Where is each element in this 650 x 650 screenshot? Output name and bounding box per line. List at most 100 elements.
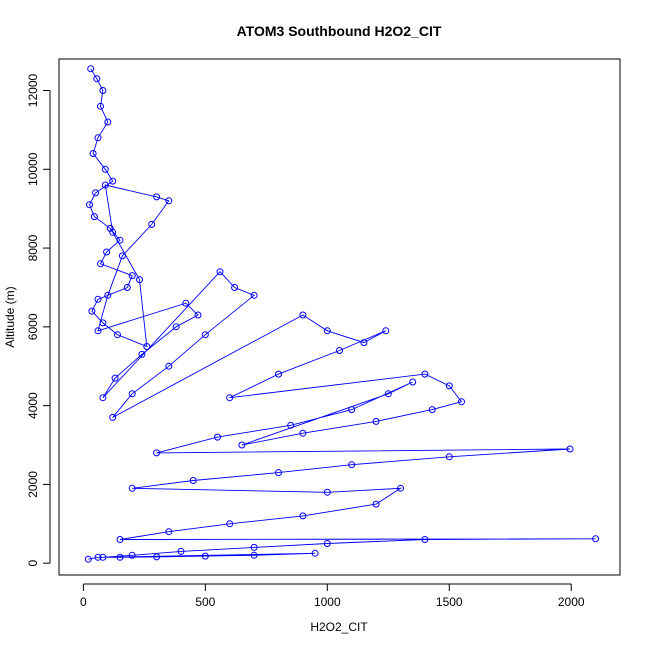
- data-point: [201, 331, 209, 339]
- data-point: [86, 201, 93, 209]
- data-point: [94, 295, 102, 303]
- data-point: [138, 350, 146, 358]
- x-tick-label: 1000: [314, 595, 341, 609]
- data-point: [177, 547, 185, 555]
- data-point: [165, 528, 173, 536]
- y-tick-label: 12000: [26, 74, 40, 108]
- data-point: [382, 327, 390, 335]
- data-point: [153, 193, 161, 201]
- data-point: [116, 536, 124, 543]
- y-tick-label: 8000: [26, 234, 40, 261]
- data-point: [94, 553, 102, 561]
- data-point: [111, 374, 119, 382]
- data-point: [136, 276, 143, 284]
- data-point: [114, 331, 121, 339]
- chart-title: ATOM3 Southbound H2O2_CIT: [237, 23, 442, 39]
- data-point: [99, 553, 107, 561]
- data-point: [89, 150, 97, 157]
- data-point: [143, 343, 151, 350]
- data-point: [123, 284, 131, 291]
- data-point: [109, 177, 117, 185]
- data-point: [428, 406, 436, 414]
- data-point: [172, 323, 180, 331]
- data-point: [116, 553, 124, 561]
- data-point: [165, 197, 173, 205]
- data-point: [360, 339, 368, 347]
- data-series: [84, 65, 600, 563]
- data-point: [275, 469, 282, 477]
- data-point: [299, 512, 307, 520]
- data-point: [566, 445, 574, 453]
- y-axis: 0 2000 4000 6000 8000 10000 12000: [26, 74, 51, 567]
- data-point: [153, 449, 161, 457]
- data-point: [92, 189, 100, 197]
- plot-frame: [58, 58, 621, 576]
- data-point: [97, 102, 104, 110]
- data-point: [88, 307, 96, 315]
- series-line: [88, 68, 596, 560]
- data-point: [250, 543, 258, 551]
- data-point: [445, 382, 453, 390]
- data-point: [128, 390, 136, 398]
- data-point: [103, 248, 111, 256]
- y-axis-label: Altitude (m): [3, 286, 17, 347]
- data-point: [104, 118, 112, 126]
- data-point: [153, 553, 161, 561]
- x-tick-label: 0: [80, 595, 87, 609]
- data-point: [238, 441, 246, 449]
- data-point: [372, 500, 380, 508]
- data-point: [445, 453, 453, 461]
- data-point: [128, 484, 136, 492]
- data-point: [104, 291, 112, 299]
- data-point: [323, 488, 331, 496]
- data-point: [201, 552, 209, 560]
- data-point: [165, 362, 173, 370]
- x-tick-label: 1500: [436, 595, 463, 609]
- data-point: [226, 394, 234, 402]
- data-point: [90, 213, 98, 221]
- data-point: [94, 134, 102, 142]
- data-point: [231, 284, 239, 291]
- data-point: [109, 413, 117, 421]
- data-point: [99, 319, 107, 327]
- y-tick-label: 6000: [26, 313, 40, 340]
- data-point: [214, 433, 221, 441]
- y-tick-label: 4000: [26, 392, 40, 419]
- data-point: [94, 327, 102, 335]
- data-point: [84, 555, 92, 563]
- data-point: [397, 484, 404, 492]
- data-point: [384, 390, 392, 398]
- data-point: [226, 520, 234, 528]
- data-point: [348, 406, 356, 414]
- data-point: [101, 165, 109, 173]
- data-point: [99, 394, 107, 402]
- data-point: [116, 236, 124, 244]
- data-point: [299, 311, 307, 319]
- data-point: [336, 347, 343, 354]
- data-point: [421, 370, 429, 378]
- data-point: [182, 299, 190, 307]
- data-point: [409, 378, 417, 386]
- data-point: [194, 311, 202, 319]
- data-point: [287, 421, 295, 429]
- data-point: [99, 87, 107, 94]
- x-axis: 0 500 1000 1500 2000: [80, 583, 585, 609]
- x-axis-label: H2O2_CIT: [310, 620, 368, 634]
- data-point: [348, 461, 356, 469]
- data-point: [189, 477, 197, 484]
- data-point: [275, 370, 282, 378]
- data-point: [250, 551, 258, 559]
- data-point: [87, 65, 95, 73]
- data-point: [93, 75, 101, 83]
- data-point: [216, 268, 224, 276]
- data-point: [311, 549, 319, 557]
- data-point: [97, 260, 104, 268]
- data-point: [299, 429, 307, 437]
- y-tick-label: 10000: [26, 152, 40, 186]
- data-point: [128, 272, 136, 280]
- x-tick-label: 500: [195, 595, 215, 609]
- data-point: [101, 181, 109, 189]
- data-point: [323, 327, 331, 335]
- y-tick-label: 2000: [26, 471, 40, 498]
- data-point: [109, 228, 117, 236]
